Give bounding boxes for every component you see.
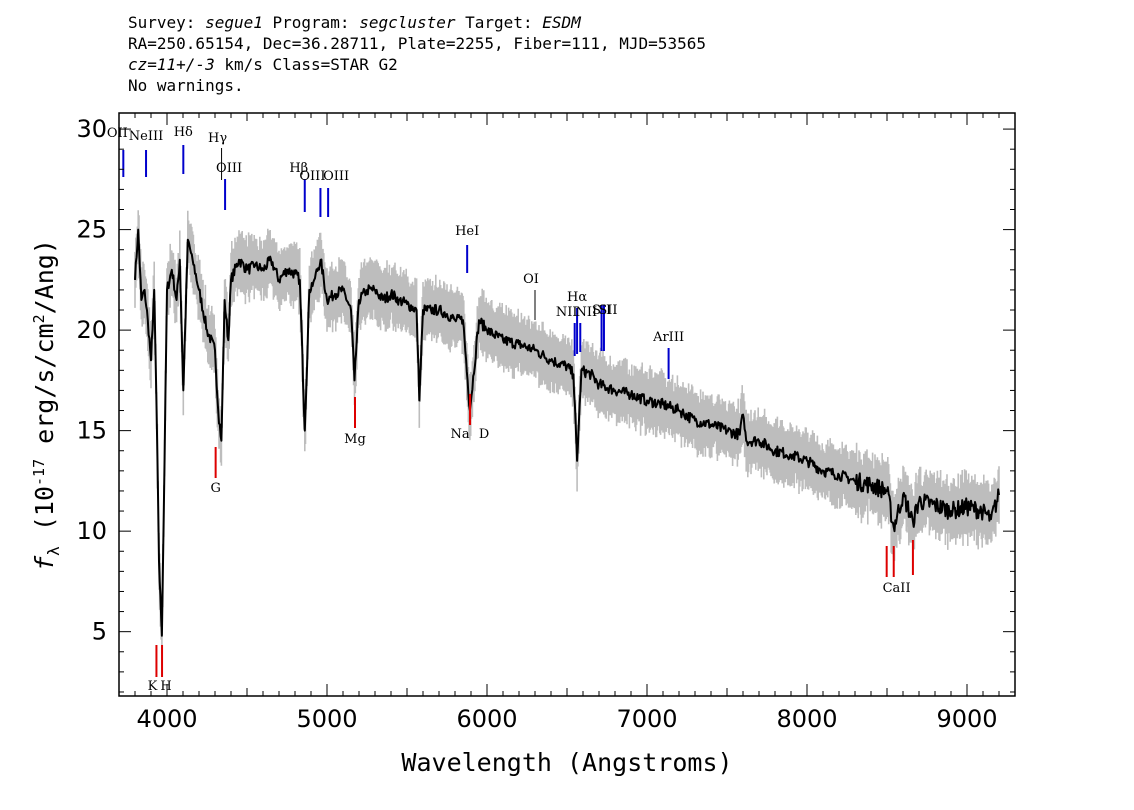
emission-line-label: Hγ bbox=[208, 131, 227, 146]
y-tick-label: 10 bbox=[76, 517, 107, 545]
emission-line-label: OIII bbox=[299, 169, 325, 184]
absorption-line-label: G bbox=[210, 481, 220, 496]
y-tick-label: 20 bbox=[76, 316, 107, 344]
emission-line-label: OIII bbox=[216, 161, 242, 176]
class-value: km/s Class=STAR G2 bbox=[214, 55, 398, 74]
x-tick-label: 5000 bbox=[296, 705, 357, 733]
emission-line-label: Hδ bbox=[174, 125, 193, 140]
y-tick-label: 5 bbox=[92, 618, 107, 646]
x-tick-label: 8000 bbox=[776, 705, 837, 733]
flux-layer bbox=[134, 228, 1000, 637]
emission-line-label: OII bbox=[107, 126, 128, 141]
y-tick-label: 25 bbox=[76, 216, 107, 244]
target-value: ESDM bbox=[542, 13, 581, 32]
y-axis-title: fλ (10-17 erg/s/cm2/Ang) bbox=[30, 239, 63, 571]
y-tick-label: 15 bbox=[76, 417, 107, 445]
absorption-line-label: Na bbox=[450, 427, 469, 442]
y-tick-label: 30 bbox=[76, 115, 107, 143]
x-tick-label: 7000 bbox=[616, 705, 677, 733]
target-label: Target: bbox=[455, 13, 543, 32]
flux-line bbox=[134, 228, 1000, 637]
emission-line-label: NII bbox=[575, 305, 597, 320]
emission-line-label: SII bbox=[592, 303, 611, 318]
survey-label: Survey: bbox=[128, 13, 206, 32]
plot-frame bbox=[118, 112, 1016, 697]
header-line-redshift: cz=11+/-3 km/s Class=STAR G2 bbox=[128, 54, 1028, 75]
emission-line-label: ArIII bbox=[652, 330, 684, 345]
absorption-line-label: H bbox=[160, 679, 171, 694]
header-line-survey: Survey: segue1 Program: segcluster Targe… bbox=[128, 12, 1028, 33]
spectrum-header: Survey: segue1 Program: segcluster Targe… bbox=[128, 12, 1028, 96]
header-line-coords: RA=250.65154, Dec=36.28711, Plate=2255, … bbox=[128, 34, 706, 53]
program-value: segcluster bbox=[359, 13, 456, 32]
absorption-line-label: CaII bbox=[883, 581, 911, 596]
emission-line-label: NII bbox=[556, 305, 578, 320]
absorption-line-label: K bbox=[148, 679, 158, 694]
emission-line-label: OIII bbox=[323, 169, 349, 184]
emission-line-label: SII bbox=[598, 303, 617, 318]
absorption-line-label: D bbox=[479, 427, 489, 442]
axis-ticks-layer: 4000 5000 6000 7000 8000 9000 5 10 15 20 25 30 bbox=[76, 113, 1015, 733]
x-tick-label: 4000 bbox=[136, 705, 197, 733]
emission-line-label: Hα bbox=[567, 290, 587, 305]
emission-line-label: NeIII bbox=[129, 129, 163, 144]
survey-value: segue1 bbox=[205, 13, 263, 32]
emission-line-label: HeI bbox=[455, 224, 479, 239]
redshift-value: cz=11+/-3 bbox=[128, 55, 215, 74]
emission-line-label: Hβ bbox=[289, 161, 308, 176]
header-line-warnings: No warnings. bbox=[128, 76, 244, 95]
emission-line-label: OI bbox=[523, 272, 539, 287]
x-tick-label: 6000 bbox=[456, 705, 517, 733]
program-label: Program: bbox=[262, 13, 360, 32]
absorption-line-label: Mg bbox=[344, 432, 366, 447]
x-axis-title: Wavelength (Angstroms) bbox=[401, 748, 732, 777]
x-tick-label: 9000 bbox=[936, 705, 997, 733]
error-band-layer bbox=[134, 210, 1000, 654]
error-band bbox=[134, 210, 1000, 654]
